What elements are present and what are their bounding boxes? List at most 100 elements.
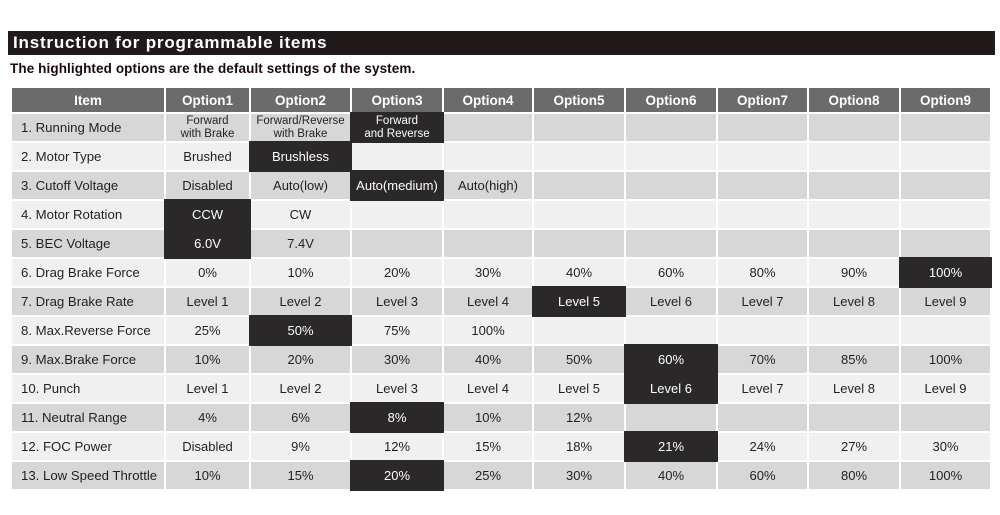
option-cell (534, 201, 624, 228)
table-row: 2. Motor Type Brushed Brushless (12, 143, 990, 170)
table-row: 6. Drag Brake Force 0% 10% 20% 30% 40% 60% 80% 9… (12, 259, 990, 286)
option-cell (626, 201, 716, 228)
option-cell: 60% (718, 462, 807, 489)
option-cell: Forward with Brake (166, 114, 249, 141)
option-column-header: Option3 (352, 88, 442, 112)
item-cell: 1. Running Mode (12, 114, 164, 141)
option-cell: 75% (352, 317, 442, 344)
option-cell: 90% (809, 259, 899, 286)
option-cell: 10% (251, 259, 350, 286)
option-cell (901, 404, 990, 431)
option-cell (626, 230, 716, 257)
programmable-items-table: Item Option1 Option2 Option3 Option4 Option5 O… (10, 86, 992, 491)
option-cell: 25% (444, 462, 532, 489)
option-cell: Level 1 (166, 375, 249, 402)
option-cell: Level 3 (352, 288, 442, 315)
option-column-header: Option9 (901, 88, 990, 112)
option-cell (901, 143, 990, 170)
option-cell: 80% (718, 259, 807, 286)
option-column-header: Option6 (626, 88, 716, 112)
default-option-cell: 6.0V (166, 230, 249, 257)
option-cell (626, 114, 716, 141)
option-column-header: Option1 (166, 88, 249, 112)
table-header-row: Item Option1 Option2 Option3 Option4 Option5 O… (12, 88, 990, 112)
option-cell (901, 230, 990, 257)
option-cell: 50% (534, 346, 624, 373)
option-cell: 30% (901, 433, 990, 460)
option-column-header: Option8 (809, 88, 899, 112)
option-cell: 100% (901, 462, 990, 489)
option-cell (444, 114, 532, 141)
option-cell: Disabled (166, 172, 249, 199)
option-cell: 20% (352, 259, 442, 286)
default-option-cell: 50% (251, 317, 350, 344)
table-row: 4. Motor Rotation CCW CW (12, 201, 990, 228)
section-title: Instruction for programmable items (13, 33, 328, 52)
option-cell: Level 6 (626, 288, 716, 315)
option-cell (626, 317, 716, 344)
option-cell: 30% (352, 346, 442, 373)
option-cell (901, 114, 990, 141)
option-cell (809, 404, 899, 431)
option-cell: Level 7 (718, 375, 807, 402)
item-cell: 9. Max.Brake Force (12, 346, 164, 373)
item-cell: 11. Neutral Range (12, 404, 164, 431)
option-cell: Level 8 (809, 375, 899, 402)
option-cell: 20% (251, 346, 350, 373)
option-cell (534, 114, 624, 141)
item-cell: 2. Motor Type (12, 143, 164, 170)
option-cell: 27% (809, 433, 899, 460)
option-cell: 18% (534, 433, 624, 460)
option-cell: 40% (534, 259, 624, 286)
option-cell (626, 143, 716, 170)
option-cell (534, 172, 624, 199)
option-cell: 24% (718, 433, 807, 460)
option-cell: 4% (166, 404, 249, 431)
option-cell: 40% (626, 462, 716, 489)
default-option-cell: 8% (352, 404, 442, 431)
table-row: 8. Max.Reverse Force 25% 50% 75% 100% (12, 317, 990, 344)
item-cell: 8. Max.Reverse Force (12, 317, 164, 344)
table-row: 9. Max.Brake Force 10% 20% 30% 40% 50% 60% 70% 8… (12, 346, 990, 373)
table-row: 5. BEC Voltage 6.0V 7.4V (12, 230, 990, 257)
option-cell: Level 7 (718, 288, 807, 315)
option-cell: Level 4 (444, 288, 532, 315)
table-row: 1. Running Mode Forward with Brake Forward… (12, 114, 990, 141)
option-cell (534, 317, 624, 344)
option-cell: Level 3 (352, 375, 442, 402)
option-cell: Level 8 (809, 288, 899, 315)
option-cell: 80% (809, 462, 899, 489)
option-cell: 15% (251, 462, 350, 489)
option-cell (444, 201, 532, 228)
option-cell: 10% (444, 404, 532, 431)
option-cell (444, 143, 532, 170)
option-cell: 25% (166, 317, 249, 344)
table-row: 12. FOC Power Disabled 9% 12% 15% 18% 21% 24% 27… (12, 433, 990, 460)
option-cell (901, 172, 990, 199)
default-option-cell: 100% (901, 259, 990, 286)
option-cell (901, 201, 990, 228)
option-cell: 10% (166, 346, 249, 373)
option-cell: Level 9 (901, 375, 990, 402)
option-cell: 30% (534, 462, 624, 489)
option-cell: 6% (251, 404, 350, 431)
item-column-header: Item (12, 88, 164, 112)
option-cell: Auto(high) (444, 172, 532, 199)
option-column-header: Option5 (534, 88, 624, 112)
option-cell: Disabled (166, 433, 249, 460)
option-cell: Level 4 (444, 375, 532, 402)
option-column-header: Option2 (251, 88, 350, 112)
option-cell (809, 230, 899, 257)
option-cell (718, 172, 807, 199)
option-cell (718, 201, 807, 228)
option-cell: Level 2 (251, 288, 350, 315)
table-row: 10. Punch Level 1 Level 2 Level 3 Level 4 Lev… (12, 375, 990, 402)
item-cell: 10. Punch (12, 375, 164, 402)
default-option-cell: Brushless (251, 143, 350, 170)
option-cell (534, 143, 624, 170)
option-cell: 60% (626, 259, 716, 286)
option-cell: 9% (251, 433, 350, 460)
default-option-cell: Level 5 (534, 288, 624, 315)
